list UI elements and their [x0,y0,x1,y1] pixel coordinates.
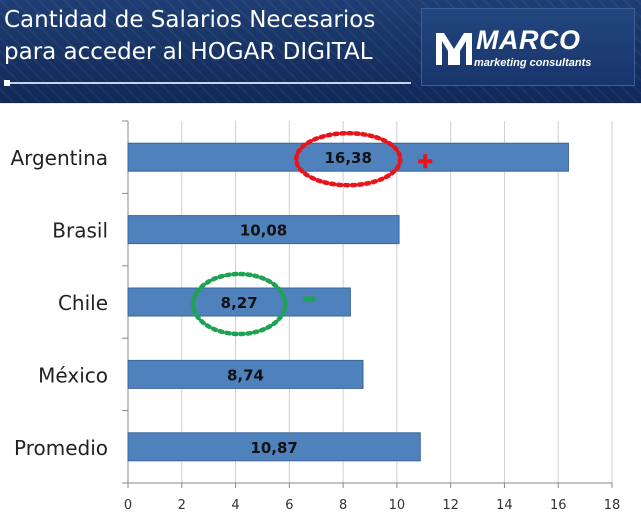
x-tick-label: 2 [178,498,186,513]
highlight-ellipse [190,271,288,337]
title-line-1: Cantidad de Salarios Necesarios [4,7,376,33]
logo-subtitle: marketing consultants [474,57,592,69]
x-tick-label: 0 [124,498,132,513]
title-underline [6,82,411,84]
category-label: México [38,363,108,387]
bar-chart: 0 2 4 6 8 10 12 14 16 18 Argentina 16,38 Brasil 10,08… [10,120,621,513]
data-label: 10,08 [240,222,287,240]
company-logo: MARCO marketing consultants [421,8,635,86]
x-tick-label: 18 [604,498,621,513]
bar [127,359,364,389]
x-tick-label: 16 [550,498,567,513]
bar [127,142,569,172]
category-label: Promedio [14,436,108,460]
highlight-ellipse [293,130,403,188]
bar [127,287,351,317]
marco-logo-icon [436,33,472,65]
x-tick-label: 6 [285,498,293,513]
title-underline-dot [4,80,10,86]
x-tick-label: 10 [389,498,406,513]
header-banner: Cantidad de Salarios Necesarios para acc… [0,0,641,103]
x-tick-label: 8 [339,498,347,513]
page-title: Cantidad de Salarios Necesarios para acc… [4,4,375,68]
title-line-2: para acceder al HOGAR DIGITAL [4,39,373,65]
data-label: 8,27 [221,294,258,312]
x-tick-label: 12 [442,498,459,513]
logo-name: MARCO [476,25,581,55]
data-label: 16,38 [324,149,371,167]
category-label: Argentina [10,146,108,170]
category-label: Brasil [52,219,108,243]
bar [127,432,421,462]
category-label: Chile [58,291,108,315]
x-tick-label: 4 [231,498,239,513]
chart-frame: 0 2 4 6 8 10 12 14 16 18 Argentina 16,38 Brasil 10,08… [0,103,641,529]
data-label: 10,87 [250,439,297,457]
minus-marker [303,296,316,302]
data-label: 8,74 [227,366,264,384]
x-tick-label: 14 [496,498,513,513]
bar [127,215,400,245]
